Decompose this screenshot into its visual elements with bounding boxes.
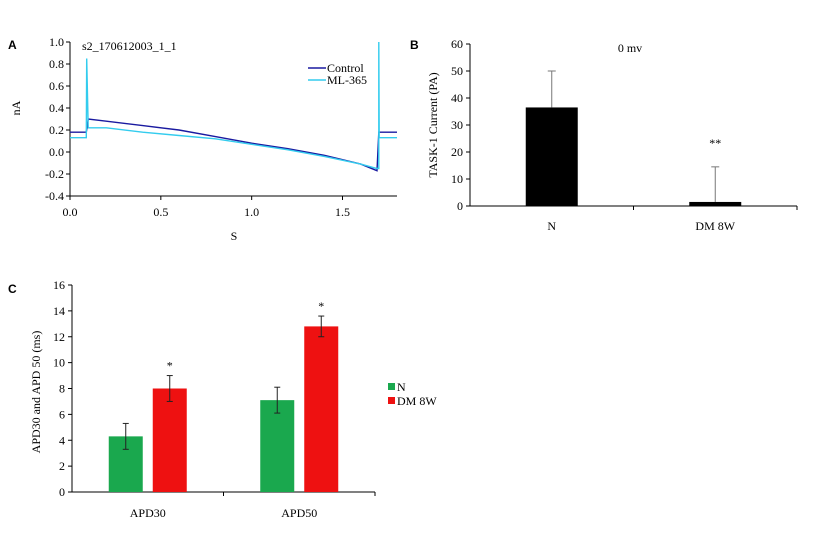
panel-a-x-tick-label: 1.0 (244, 205, 259, 219)
panel-c-bar (152, 388, 187, 492)
panel-c-significance-mark: * (167, 359, 173, 373)
panel-b-significance-mark: ** (709, 136, 721, 150)
panel-c-y-tick-label: 16 (53, 278, 65, 292)
panel-c-y-tick-label: 0 (59, 485, 65, 499)
panel-letter-c: C (8, 282, 17, 296)
panel-c-bar (260, 400, 295, 492)
panel-b-y-tick-label: 50 (451, 64, 463, 78)
panel-c-y-tick-label: 4 (59, 433, 65, 447)
panel-c-y-tick-label: 12 (53, 330, 65, 344)
panel-letter-a: A (8, 38, 17, 52)
panel-a-y-tick-label: -0.4 (45, 189, 64, 203)
panel-a-series-line-1 (70, 41, 397, 170)
panel-a-y-tick-label: 0.6 (49, 79, 64, 93)
panel-a-y-tick-label: 0.8 (49, 57, 64, 71)
panel-c-y-tick-label: 14 (53, 304, 65, 318)
panel-a-y-tick-label: 0.0 (49, 145, 64, 159)
panel-a-line-chart: s2_170612003_1_1 S nA Control ML-365 -0.… (9, 35, 397, 243)
legend-swatch-dm-8w (388, 397, 395, 404)
panel-b-y-tick-label: 40 (451, 91, 463, 105)
panel-b-annotation: 0 mv (618, 41, 642, 55)
panel-b-bar (689, 201, 742, 206)
panel-b-bar (525, 107, 578, 206)
panel-b-category-label: DM 8W (695, 219, 735, 233)
panel-c-category-label: APD30 (130, 506, 166, 520)
panel-b-y-axis-label: TASK-1 Current (PA) (426, 72, 440, 177)
panel-b-y-tick-label: 60 (451, 37, 463, 51)
panel-a-x-tick-label: 1.5 (335, 205, 350, 219)
panel-a-x-axis-label: S (231, 229, 238, 243)
legend-label-n: N (397, 380, 406, 394)
panel-c-significance-mark: * (318, 299, 324, 313)
panel-c-y-tick-label: 8 (59, 382, 65, 396)
panel-b-category-label: N (547, 219, 556, 233)
panel-a-y-tick-label: 0.4 (49, 101, 64, 115)
panel-c-y-tick-label: 10 (53, 356, 65, 370)
panel-letter-b: B (410, 38, 419, 52)
legend-label-control: Control (327, 61, 364, 75)
panel-b-y-tick-label: 30 (451, 118, 463, 132)
panel-b-y-tick-label: 20 (451, 145, 463, 159)
panel-c-y-tick-label: 6 (59, 407, 65, 421)
legend-label-ml-365: ML-365 (327, 73, 367, 87)
panel-c-bar-chart: APD30 and APD 50 (ms) N DM 8W 0 2 4 6 8 10 12 1… (29, 278, 437, 520)
panel-a-series-line-0 (70, 118, 397, 172)
panel-a-legend: Control ML-365 (308, 61, 367, 87)
panel-a-title: s2_170612003_1_1 (82, 39, 177, 53)
panel-c-y-tick-label: 2 (59, 459, 65, 473)
panel-b-y-tick-label: 0 (457, 199, 463, 213)
panel-c-y-axis-label: APD30 and APD 50 (ms) (29, 331, 43, 454)
panel-b-y-tick-label: 10 (451, 172, 463, 186)
legend-label-dm-8w: DM 8W (397, 394, 437, 408)
legend-swatch-n (388, 383, 395, 390)
panel-a-x-tick-label: 0.5 (153, 205, 168, 219)
panel-a-y-axis-label: nA (9, 100, 23, 115)
panel-a-x-tick-label: 0.0 (63, 205, 78, 219)
panel-a-y-tick-label: 1.0 (49, 35, 64, 49)
panel-a-y-tick-label: 0.2 (49, 123, 64, 137)
panel-c-category-label: APD50 (281, 506, 317, 520)
panel-c-bar (304, 326, 339, 492)
panel-a-y-tick-label: -0.2 (45, 167, 64, 181)
panel-b-bar-chart: 0 mv TASK-1 Current (PA) 0 10 20 30 40 50 60 N *… (426, 37, 798, 233)
panel-c-legend: N DM 8W (388, 380, 437, 408)
